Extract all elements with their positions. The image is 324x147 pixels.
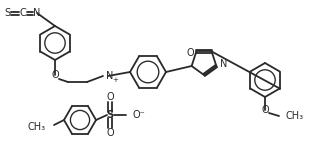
Text: O: O <box>187 49 194 59</box>
Text: O: O <box>106 92 114 102</box>
Text: C: C <box>20 8 26 18</box>
Text: O⁻: O⁻ <box>132 110 145 120</box>
Text: +: + <box>112 77 118 83</box>
Text: CH₃: CH₃ <box>28 122 46 132</box>
Text: N: N <box>220 59 228 69</box>
Text: S: S <box>107 110 114 120</box>
Text: S: S <box>4 8 10 18</box>
Text: N: N <box>33 8 41 18</box>
Text: O: O <box>261 105 269 115</box>
Text: O: O <box>106 128 114 138</box>
Text: CH₃: CH₃ <box>286 111 304 121</box>
Text: N: N <box>106 71 113 81</box>
Text: O: O <box>51 70 59 80</box>
